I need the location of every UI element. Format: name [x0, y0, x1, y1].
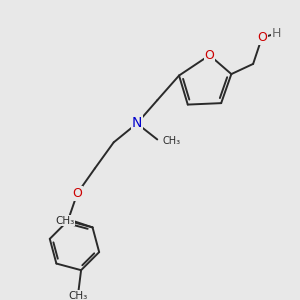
Text: O: O	[257, 31, 267, 44]
Text: CH₃: CH₃	[69, 291, 88, 300]
Text: N: N	[132, 116, 142, 130]
Text: O: O	[72, 187, 82, 200]
Text: O: O	[205, 49, 214, 62]
Text: CH₃: CH₃	[55, 215, 74, 226]
Text: CH₃: CH₃	[163, 136, 181, 146]
Text: H: H	[272, 27, 281, 40]
